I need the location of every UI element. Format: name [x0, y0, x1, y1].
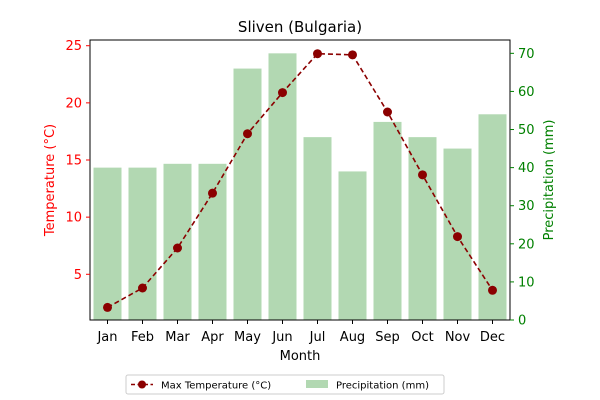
- y-right-tick-label-10: 10: [518, 275, 535, 290]
- x-axis: Jan Feb Mar Apr May Jun Jul Aug Sep Oct Nov Dec: [96, 320, 505, 345]
- y-axis-left-title: Temperature (°C): [43, 124, 58, 237]
- y-axis-right: 0 10 20 30 40 50 60 70: [510, 47, 535, 329]
- temperature-line-group: [103, 49, 497, 312]
- precipitation-bar-apr: [198, 163, 227, 320]
- temperature-point-feb: [138, 283, 147, 293]
- temperature-point-oct: [418, 170, 427, 180]
- x-tick-label-jan: Jan: [96, 330, 117, 345]
- temperature-point-jan: [103, 302, 112, 312]
- y-axis-left: 5 10 15 20 25: [65, 39, 90, 283]
- temperature-line: [107, 52, 494, 309]
- temperature-point-dec: [488, 285, 497, 295]
- precipitation-bar-mar: [163, 163, 192, 320]
- precipitation-bar-feb: [128, 167, 157, 320]
- y-left-tick-label-5: 5: [74, 268, 82, 283]
- y-right-tick-label-20: 20: [518, 237, 535, 252]
- y-left-tick-label-25: 25: [65, 39, 82, 54]
- legend: Max Temperature (°C) Precipitation (mm): [125, 374, 445, 395]
- x-tick-label-oct: Oct: [411, 330, 433, 345]
- precipitation-bar-oct: [408, 137, 437, 320]
- x-axis-title: Month: [280, 349, 321, 364]
- y-right-tick-label-0: 0: [518, 314, 526, 329]
- precipitation-bar-jun: [268, 53, 297, 320]
- x-tick-label-nov: Nov: [445, 330, 471, 345]
- legend-swatch-precipitation: [306, 380, 328, 388]
- temperature-point-apr: [208, 188, 217, 198]
- x-tick-label-jun: Jun: [271, 330, 292, 345]
- y-left-tick-label-20: 20: [65, 96, 82, 111]
- temperature-point-jul: [313, 49, 322, 59]
- y-left-tick-label-10: 10: [65, 211, 82, 226]
- temperature-point-sep: [383, 107, 392, 117]
- precipitation-bars: [93, 53, 507, 321]
- legend-label-precipitation: Precipitation (mm): [336, 381, 429, 392]
- precipitation-bar-may: [233, 68, 262, 320]
- y-left-tick-label-15: 15: [65, 154, 82, 169]
- precipitation-bar-jan: [93, 167, 122, 320]
- precipitation-bar-sep: [373, 121, 402, 321]
- y-right-tick-label-30: 30: [518, 199, 535, 214]
- x-tick-label-may: May: [234, 330, 261, 345]
- y-axis-right-title: Precipitation (mm): [542, 120, 557, 241]
- plot-frame: [89, 39, 511, 321]
- legend-marker-temperature: [138, 380, 146, 389]
- x-tick-label-jul: Jul: [309, 330, 326, 345]
- legend-label-temperature: Max Temperature (°C): [161, 381, 271, 392]
- temperature-point-may: [243, 129, 252, 139]
- precipitation-bar-dec: [478, 114, 507, 321]
- precipitation-bar-jul: [303, 137, 332, 320]
- chart-title: Sliven (Bulgaria): [238, 18, 362, 36]
- y-right-tick-label-40: 40: [518, 161, 535, 176]
- temperature-point-nov: [453, 232, 462, 242]
- temperature-point-jun: [278, 88, 287, 98]
- x-tick-label-aug: Aug: [340, 330, 365, 345]
- precipitation-bar-aug: [338, 171, 367, 320]
- legend-box: [125, 374, 445, 395]
- x-tick-label-apr: Apr: [201, 330, 224, 345]
- y-right-tick-label-60: 60: [518, 85, 535, 100]
- temperature-point-mar: [173, 243, 182, 253]
- y-right-tick-label-70: 70: [518, 47, 535, 62]
- y-right-tick-label-50: 50: [518, 123, 535, 138]
- x-tick-label-sep: Sep: [375, 330, 400, 345]
- x-tick-label-mar: Mar: [165, 330, 190, 345]
- temperature-point-aug: [348, 50, 357, 60]
- x-tick-label-feb: Feb: [131, 330, 154, 345]
- x-tick-label-dec: Dec: [480, 330, 505, 345]
